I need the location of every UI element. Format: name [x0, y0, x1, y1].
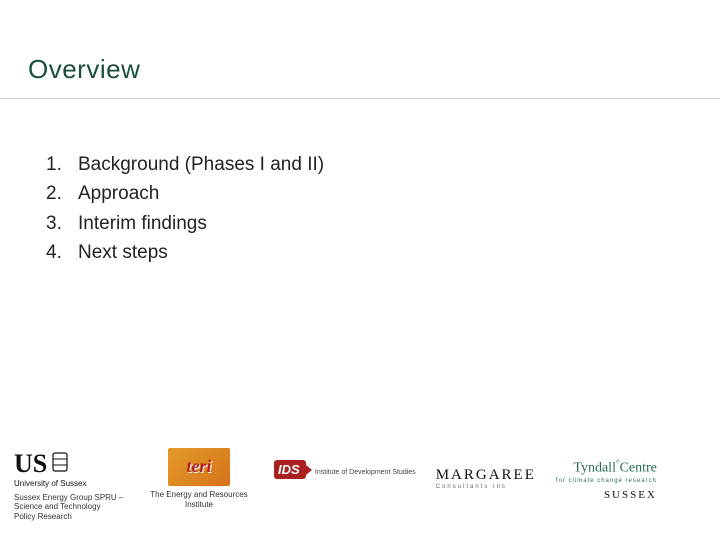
list-number: 4.	[46, 238, 78, 267]
tyndall-word-a: Tyndall	[573, 461, 616, 476]
sussex-name: University of Sussex	[14, 479, 86, 489]
list-number: 2.	[46, 179, 78, 208]
teri-badge-icon: teri	[168, 448, 230, 486]
sussex-crest-icon	[51, 451, 69, 477]
teri-caption: The Energy and Resources Institute	[144, 490, 254, 509]
list-text: Next steps	[78, 238, 168, 267]
list-item: 1. Background (Phases I and II)	[46, 150, 324, 179]
sussex-mark: US	[14, 448, 47, 479]
logo-margaree: MARGAREE Consultants Inc	[436, 466, 536, 491]
list-item: 4. Next steps	[46, 238, 324, 267]
list-number: 1.	[46, 150, 78, 179]
overview-list: 1. Background (Phases I and II) 2. Appro…	[46, 150, 324, 268]
footer-logos: US University of Sussex Sussex Energy Gr…	[0, 440, 720, 540]
slide-title: Overview	[28, 54, 140, 85]
logo-tyndall: Tyndall°Centre for climate change resear…	[556, 458, 657, 502]
margaree-sub: Consultants Inc	[436, 484, 507, 491]
sussex-caption: Sussex Energy Group SPRU – Science and T…	[14, 493, 124, 522]
list-text: Interim findings	[78, 209, 207, 238]
list-item: 2. Approach	[46, 179, 324, 208]
tyndall-tagline: for climate change research	[556, 478, 657, 485]
list-text: Approach	[78, 179, 159, 208]
margaree-name: MARGAREE	[436, 466, 536, 484]
teri-word: teri	[187, 456, 212, 478]
logo-teri: teri The Energy and Resources Institute	[144, 448, 254, 509]
ids-caption: Institute of Development Studies	[315, 469, 416, 476]
slide: Overview 1. Background (Phases I and II)…	[0, 0, 720, 540]
tyndall-word-b: Centre	[620, 461, 657, 476]
list-text: Background (Phases I and II)	[78, 150, 324, 179]
logo-ids: IDS Institute of Development Studies	[274, 448, 416, 478]
title-divider	[0, 98, 720, 99]
list-number: 3.	[46, 209, 78, 238]
tyndall-name: Tyndall°Centre	[573, 458, 657, 477]
logo-sussex: US University of Sussex Sussex Energy Gr…	[14, 448, 124, 522]
list-item: 3. Interim findings	[46, 209, 324, 238]
tyndall-sussex: SUSSEX	[604, 489, 657, 502]
ids-badge: IDS	[274, 460, 306, 479]
